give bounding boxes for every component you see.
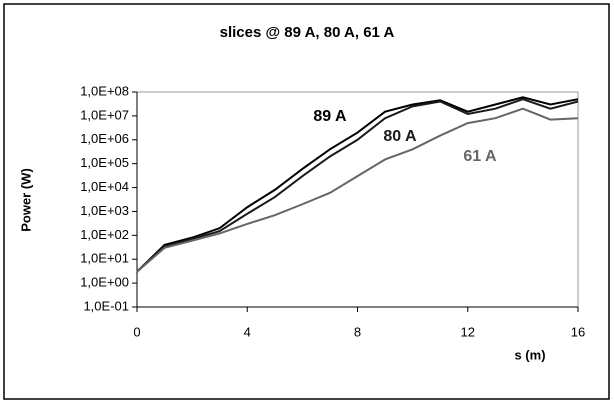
series-line <box>136 98 579 273</box>
y-tick-label: 1,0E+08 <box>80 83 129 98</box>
y-tick-label: 1,0E+03 <box>80 203 129 218</box>
y-tick-label: 1,0E+02 <box>80 227 129 242</box>
series-label: 89 A <box>313 108 347 125</box>
y-tick-label: 1,0E+07 <box>80 107 129 122</box>
x-tick-label: 4 <box>244 324 251 339</box>
x-axis-label: s (m) <box>514 347 545 362</box>
x-tick-label: 12 <box>461 324 475 339</box>
y-tick-label: 1,0E+04 <box>80 179 129 194</box>
x-tick-label: 16 <box>571 324 585 339</box>
y-tick-label: 1,0E+05 <box>80 155 129 170</box>
y-tick-label: 1,0E+06 <box>80 131 129 146</box>
y-axis-label: Power (W) <box>18 168 33 232</box>
chart-title: slices @ 89 A, 80 A, 61 A <box>220 24 395 41</box>
series-label: 61 A <box>463 148 497 165</box>
x-tick-label: 8 <box>354 324 361 339</box>
series-line <box>136 96 579 273</box>
y-tick-label: 1,0E+01 <box>80 251 129 266</box>
x-tick-label: 0 <box>133 324 140 339</box>
series-line <box>136 107 579 273</box>
y-tick-label: 1,0E-01 <box>83 298 129 313</box>
series-label: 80 A <box>383 128 417 145</box>
y-tick-label: 1,0E+00 <box>80 275 129 290</box>
